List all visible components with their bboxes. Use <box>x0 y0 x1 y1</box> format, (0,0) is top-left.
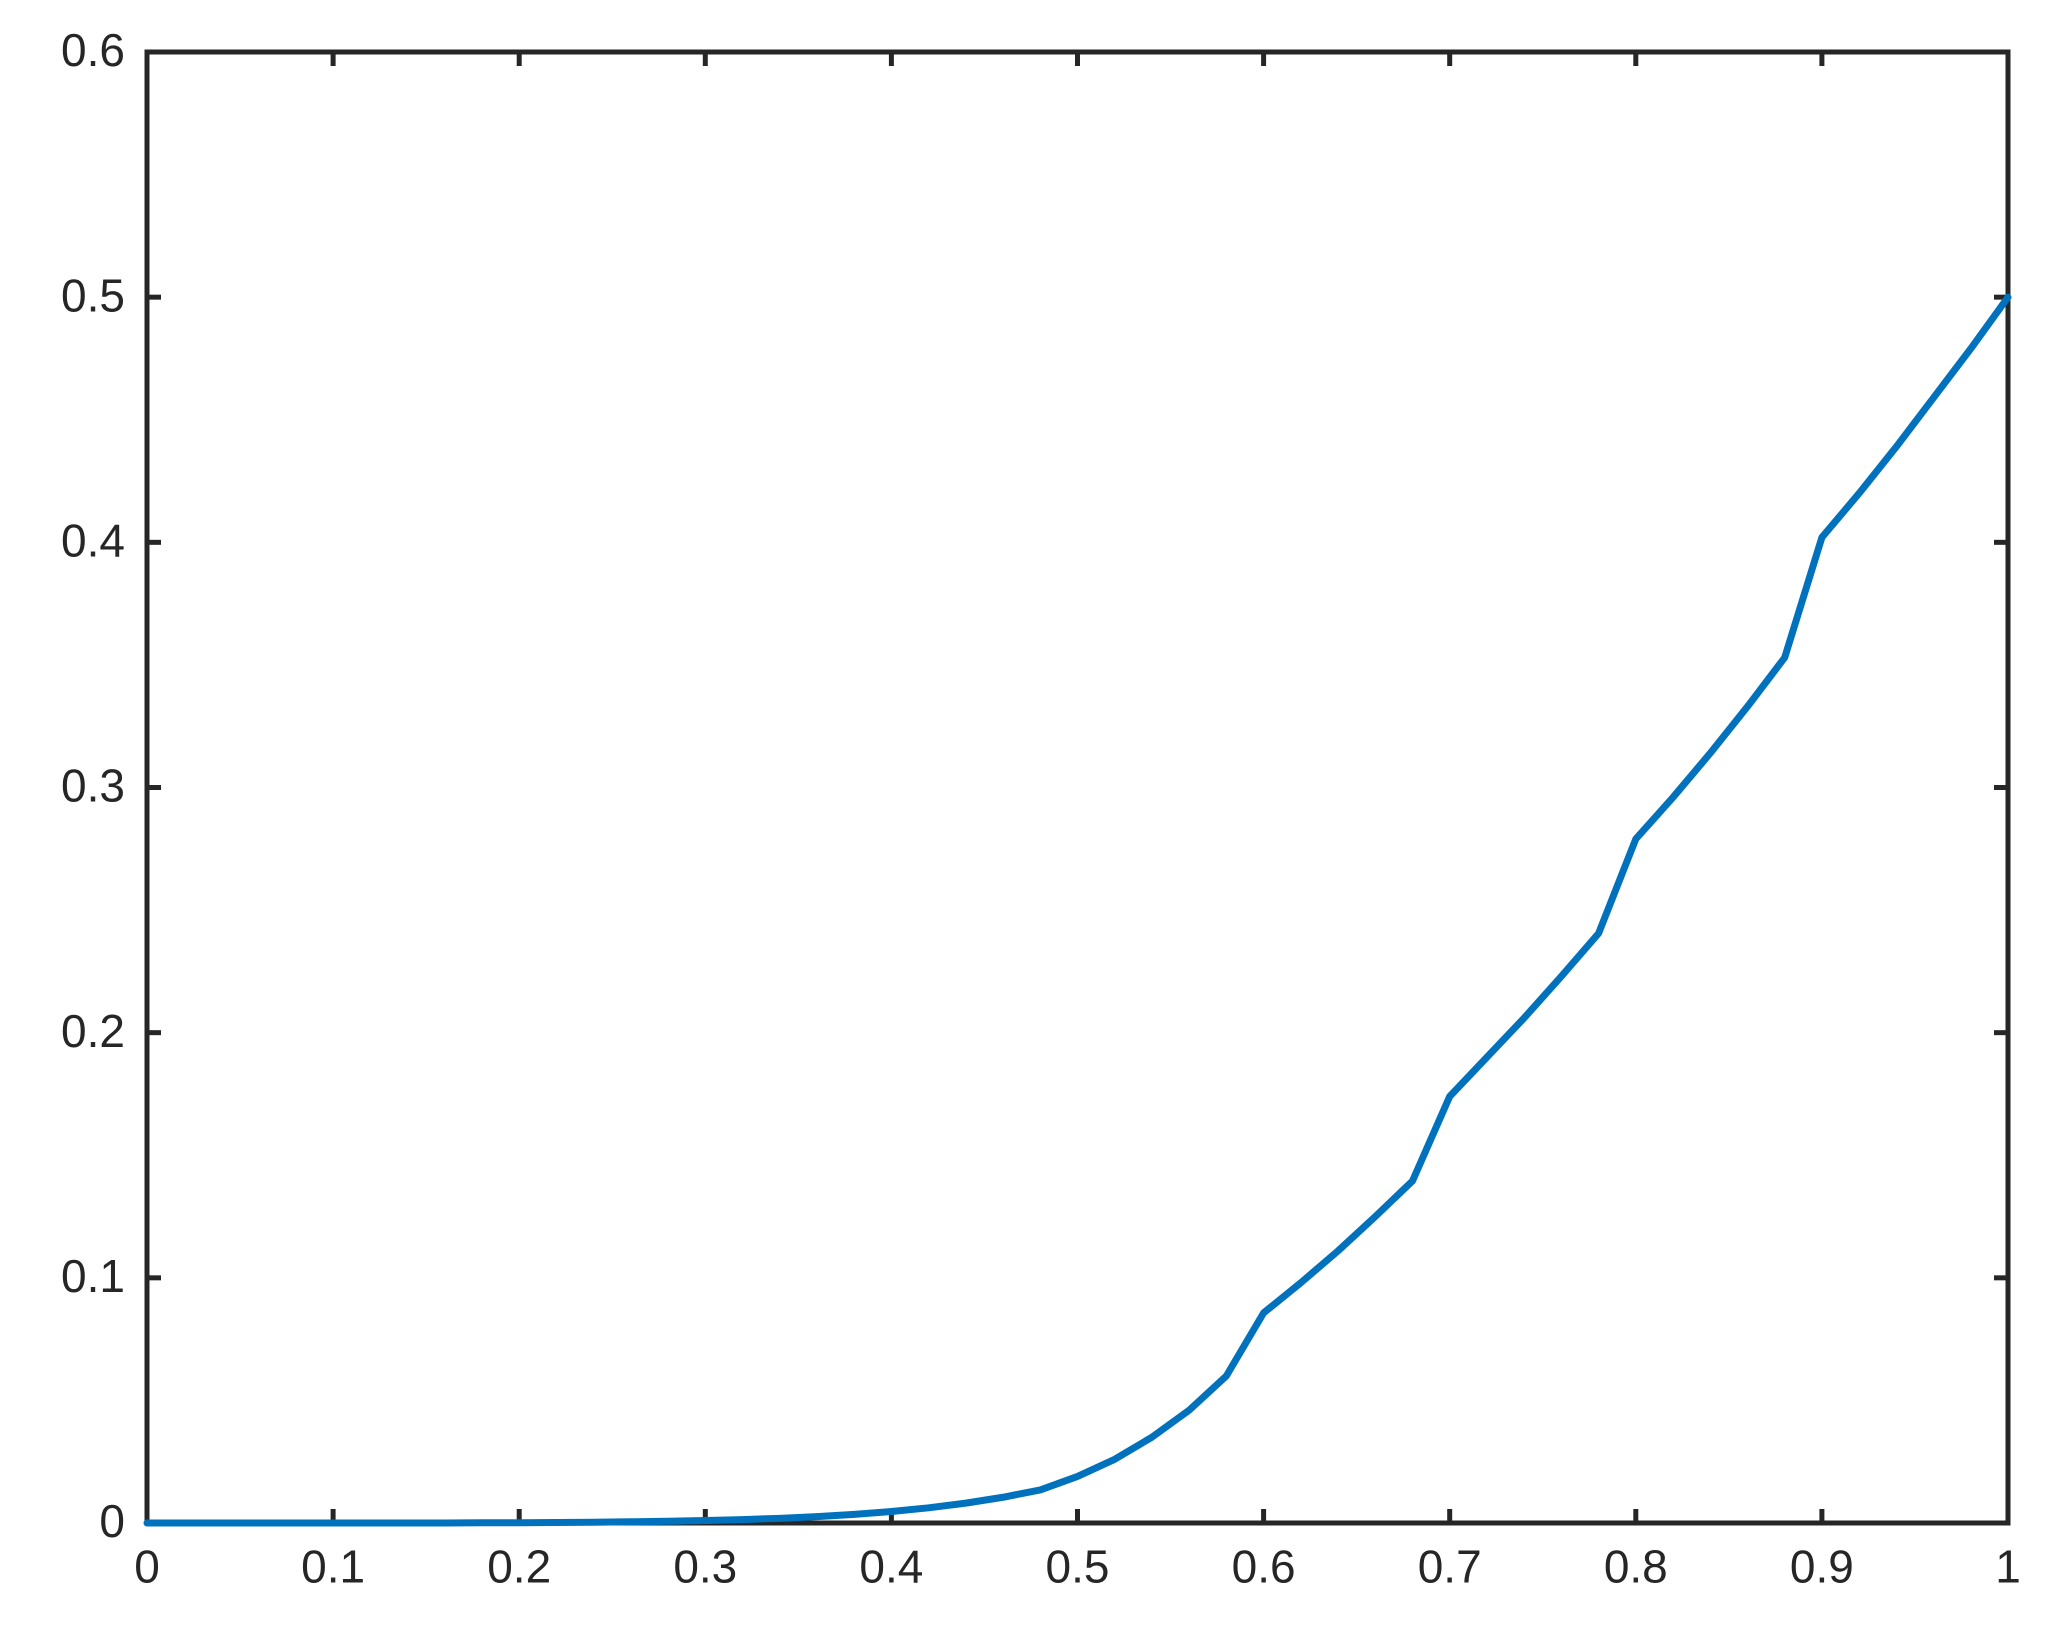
x-tick-label: 0.7 <box>1418 1541 1482 1593</box>
x-tick-label: 1 <box>1995 1541 2021 1593</box>
x-axis-tick-marks <box>330 52 1825 1523</box>
x-tick-label: 0.9 <box>1790 1541 1854 1593</box>
y-tick-label: 0.6 <box>61 24 125 76</box>
y-axis-tick-marks <box>147 294 2008 1281</box>
x-tick-label: 0.3 <box>673 1541 737 1593</box>
x-axis-tick-labels: 0 0.1 0.2 0.3 0.4 0.5 0.6 0.7 0.8 0.9 1 <box>134 1541 2021 1593</box>
y-tick-label: 0.5 <box>61 269 125 321</box>
data-series-line <box>143 293 2012 1527</box>
x-tick-label: 0 <box>134 1541 160 1593</box>
x-tick-label: 0.5 <box>1046 1541 1110 1593</box>
y-tick-label: 0.3 <box>61 760 125 812</box>
x-tick-label: 0.4 <box>859 1541 923 1593</box>
x-tick-label: 0.6 <box>1232 1541 1296 1593</box>
y-tick-label: 0.2 <box>61 1005 125 1057</box>
y-tick-label: 0.1 <box>61 1250 125 1302</box>
y-tick-label: 0 <box>99 1495 125 1547</box>
y-axis-tick-labels: 0 0.1 0.2 0.3 0.4 0.5 0.6 <box>61 24 125 1547</box>
x-tick-label: 0.1 <box>301 1541 365 1593</box>
data-series-layer <box>143 293 2012 1527</box>
x-tick-label: 0.2 <box>487 1541 551 1593</box>
x-tick-label: 0.8 <box>1604 1541 1668 1593</box>
axes-box-frame <box>144 49 2011 1526</box>
y-tick-label: 0.4 <box>61 514 125 566</box>
